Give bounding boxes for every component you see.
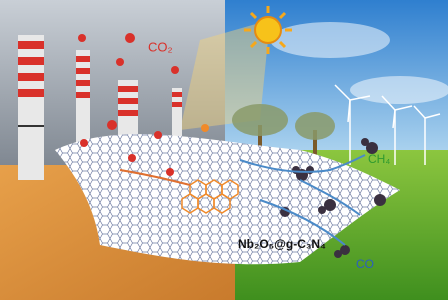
co2-label: CO₂ (148, 39, 173, 54)
graphical-abstract: CO₂ Nb₂O₅@g-C₃N₄ CH₄ CO (0, 0, 448, 300)
ch4-label: CH₄ (368, 152, 390, 166)
catalyst-label: Nb₂O₅@g-C₃N₄ (238, 237, 326, 251)
co-label: CO (356, 257, 374, 271)
